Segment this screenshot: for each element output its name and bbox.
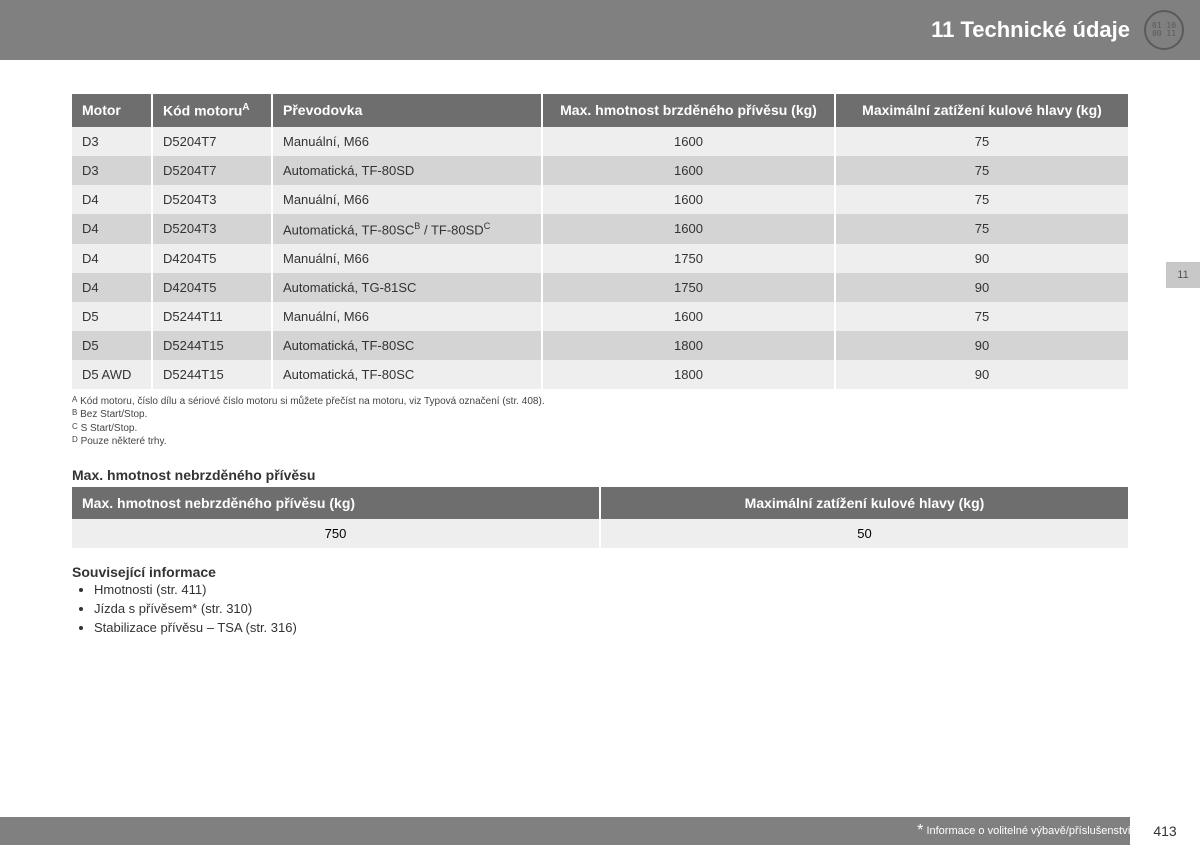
table-header-row: Max. hmotnost nebrzděného přívěsu (kg) M… xyxy=(72,487,1128,519)
unbraked-table: Max. hmotnost nebrzděného přívěsu (kg) M… xyxy=(72,487,1128,548)
related-info-list: Hmotnosti (str. 411) Jízda s přívěsem* (… xyxy=(72,582,1128,635)
list-item: Jízda s přívěsem* (str. 310) xyxy=(94,601,1128,616)
page-title: 11 Technické údaje xyxy=(931,17,1130,43)
header-bar: 11 Technické údaje 01 1000 11 xyxy=(0,0,1200,60)
col-motor: Motor xyxy=(72,94,152,127)
side-tab: 11 xyxy=(1166,262,1200,288)
list-item: Hmotnosti (str. 411) xyxy=(94,582,1128,597)
table-row: D5 D5244T11 Manuální, M66 1600 75 xyxy=(72,302,1128,331)
col-ball-load-2: Maximální zatížení kulové hlavy (kg) xyxy=(600,487,1128,519)
chapter-number: 11 xyxy=(931,17,954,42)
related-info-title: Související informace xyxy=(72,564,1128,580)
table-row: D3 D5204T7 Manuální, M66 1600 75 xyxy=(72,127,1128,156)
list-item: Stabilizace přívěsu – TSA (str. 316) xyxy=(94,620,1128,635)
table-row: D4 D5204T3 Automatická, TF-80SCB / TF-80… xyxy=(72,214,1128,244)
table-row: D4 D5204T3 Manuální, M66 1600 75 xyxy=(72,185,1128,214)
footnotes: A Kód motoru, číslo dílu a sériové číslo… xyxy=(72,395,1128,449)
section-title-unbraked: Max. hmotnost nebrzděného přívěsu xyxy=(72,467,1128,483)
content-area: Motor Kód motoruA Převodovka Max. hmotno… xyxy=(0,60,1200,635)
col-ball-load: Maximální zatížení kulové hlavy (kg) xyxy=(835,94,1128,127)
table-row: D3 D5204T7 Automatická, TF-80SD 1600 75 xyxy=(72,156,1128,185)
table-row: D5 AWD D5244T15 Automatická, TF-80SC 180… xyxy=(72,360,1128,389)
col-gearbox: Převodovka xyxy=(272,94,542,127)
table-row: D4 D4204T5 Automatická, TG-81SC 1750 90 xyxy=(72,273,1128,302)
footer-bar: * Informace o volitelné výbavě/příslušen… xyxy=(0,817,1200,845)
table-row: 750 50 xyxy=(72,519,1128,548)
col-max-braked: Max. hmotnost brzděného přívěsu (kg) xyxy=(542,94,835,127)
col-engine-code: Kód motoruA xyxy=(152,94,272,127)
towing-table: Motor Kód motoruA Převodovka Max. hmotno… xyxy=(72,94,1128,389)
table-header-row: Motor Kód motoruA Převodovka Max. hmotno… xyxy=(72,94,1128,127)
page-number: 413 xyxy=(1130,817,1200,845)
binary-icon: 01 1000 11 xyxy=(1144,10,1184,50)
table-row: D4 D4204T5 Manuální, M66 1750 90 xyxy=(72,244,1128,273)
table-row: D5 D5244T15 Automatická, TF-80SC 1800 90 xyxy=(72,331,1128,360)
col-unbraked-weight: Max. hmotnost nebrzděného přívěsu (kg) xyxy=(72,487,600,519)
chapter-title: Technické údaje xyxy=(960,17,1130,42)
